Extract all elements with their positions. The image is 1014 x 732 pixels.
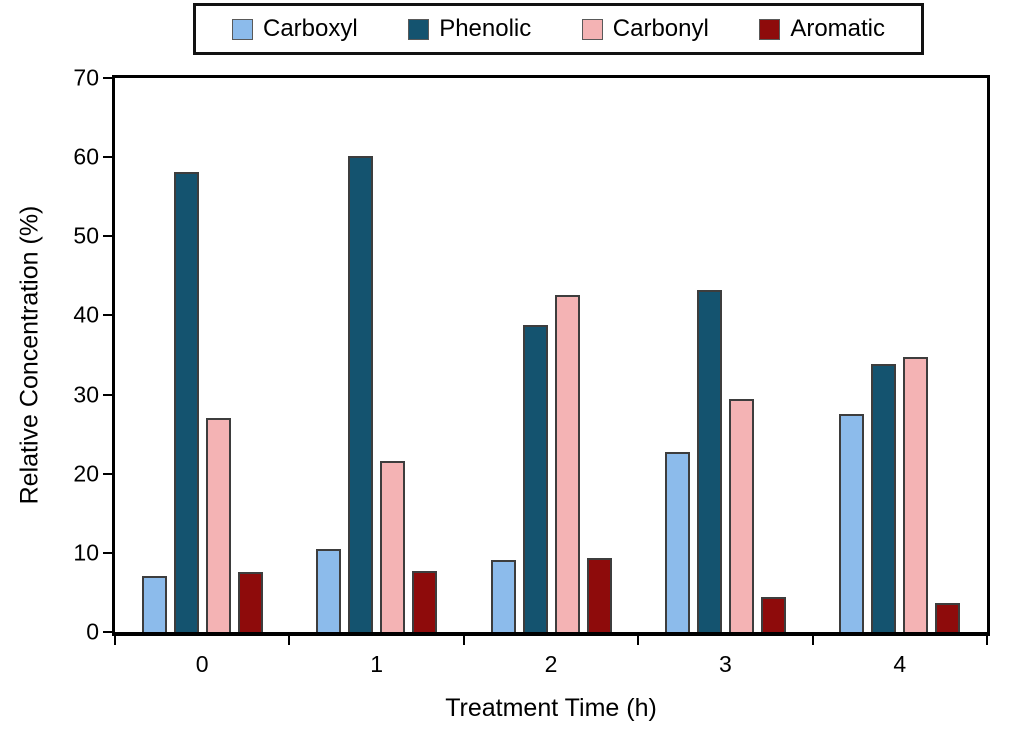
y-tick-mark [103, 631, 112, 633]
y-tick-label: 10 [73, 539, 99, 566]
y-axis-title: Relative Concentration (%) [15, 205, 44, 505]
bar-carboxyl-0 [141, 575, 167, 632]
x-tick-mark [986, 636, 988, 645]
x-tick-mark [637, 636, 640, 645]
bar-phenolic-0 [173, 172, 199, 632]
y-tick-label: 70 [73, 64, 99, 91]
y-tick-mark [103, 472, 112, 475]
y-tick-mark [103, 551, 112, 554]
y-tick-mark [103, 77, 112, 79]
bar-aromatic-4 [935, 602, 961, 632]
bar-carbonyl-2 [554, 294, 580, 632]
x-tick-mark [811, 636, 814, 645]
y-tick-mark [103, 235, 112, 238]
bar-carboxyl-4 [839, 413, 865, 632]
y-tick-mark [103, 393, 112, 396]
legend-item-carbonyl: Carbonyl [581, 15, 709, 43]
legend-swatch-icon [759, 18, 781, 40]
legend-label: Aromatic [790, 15, 885, 42]
y-tick-label: 0 [86, 618, 99, 645]
legend-swatch-icon [408, 18, 430, 40]
y-tick-label: 50 [73, 222, 99, 249]
y-tick-label: 40 [73, 301, 99, 328]
bar-carbonyl-0 [205, 417, 231, 632]
bar-phenolic-4 [871, 363, 897, 632]
legend: Carboxyl Phenolic Carbonyl Aromatic [193, 3, 924, 55]
y-tick-mark [103, 156, 112, 159]
x-tick-label: 2 [544, 651, 558, 677]
bar-carboxyl-2 [490, 559, 516, 632]
legend-swatch-icon [581, 18, 603, 40]
x-tick-mark [114, 636, 116, 645]
x-tick-label: 4 [893, 651, 907, 677]
y-tick-label: 30 [73, 381, 99, 408]
y-tick-label: 60 [73, 143, 99, 170]
x-tick-label: 0 [195, 651, 209, 677]
x-tick-label: 3 [718, 651, 732, 677]
y-tick-mark [103, 314, 112, 317]
bar-aromatic-0 [237, 571, 263, 632]
x-axis-title: Treatment Time (h) [445, 694, 657, 722]
legend-label: Carbonyl [612, 15, 709, 42]
bar-carboxyl-1 [316, 548, 342, 632]
x-tick-mark [288, 636, 291, 645]
legend-item-phenolic: Phenolic [408, 15, 531, 43]
y-tick-label: 20 [73, 460, 99, 487]
bar-aromatic-1 [412, 571, 438, 632]
x-tick-label: 1 [370, 651, 383, 677]
bar-carbonyl-1 [380, 461, 406, 632]
x-tick-mark [462, 636, 465, 645]
legend-item-carboxyl: Carboxyl [232, 15, 358, 43]
bar-phenolic-3 [696, 290, 722, 632]
bar-carbonyl-3 [728, 398, 754, 632]
plot-area: 0 10 20 30 40 50 60 70 0 1 2 3 4 [73, 66, 990, 676]
bar-carboxyl-3 [664, 451, 690, 632]
legend-item-aromatic: Aromatic [759, 15, 885, 43]
bar-phenolic-1 [348, 156, 374, 632]
bar-aromatic-3 [760, 597, 786, 632]
legend-label: Carboxyl [263, 15, 358, 42]
legend-label: Phenolic [439, 15, 532, 42]
bar-phenolic-2 [522, 324, 548, 632]
bar-aromatic-2 [586, 557, 612, 632]
legend-swatch-icon [232, 18, 253, 40]
bar-carbonyl-4 [903, 357, 929, 632]
